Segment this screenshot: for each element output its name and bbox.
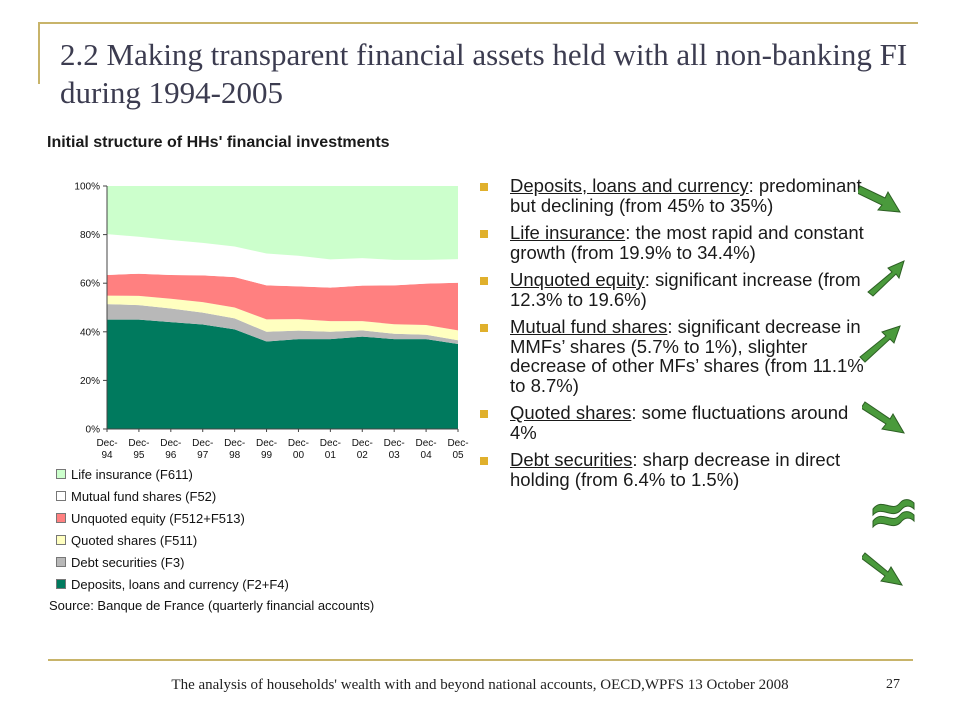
bullet-term: Quoted shares bbox=[510, 402, 632, 423]
bullet-item: Debt securities: sharp decrease in direc… bbox=[480, 450, 870, 489]
series-area bbox=[107, 234, 458, 288]
top-rule bbox=[38, 22, 918, 24]
legend-swatch bbox=[56, 469, 66, 479]
x-tick-label: 02 bbox=[357, 450, 369, 461]
legend-item: Deposits, loans and currency (F2+F4) bbox=[56, 573, 289, 595]
footer-rule bbox=[48, 659, 913, 661]
x-tick-label: 05 bbox=[452, 450, 464, 461]
bullet-item: Mutual fund shares: significant decrease… bbox=[480, 317, 870, 395]
bullet-text: : sharp decrease in direct holding (from… bbox=[510, 449, 841, 490]
x-tick-label: 04 bbox=[421, 450, 433, 461]
x-tick-label: Dec- bbox=[128, 438, 149, 449]
y-tick-label: 100% bbox=[74, 182, 100, 193]
arrow-up-right-icon bbox=[867, 260, 905, 297]
x-tick-label: 99 bbox=[261, 450, 273, 461]
x-tick-label: 03 bbox=[389, 450, 401, 461]
x-tick-label: Dec- bbox=[160, 438, 181, 449]
bullet-item: Deposits, loans and currency: predominan… bbox=[480, 176, 870, 215]
x-tick-label: 97 bbox=[197, 450, 209, 461]
x-tick-label: 96 bbox=[165, 450, 177, 461]
legend-label: Debt securities (F3) bbox=[71, 554, 185, 570]
chart-source: Source: Banque de France (quarterly fina… bbox=[49, 598, 375, 613]
legend-label: Deposits, loans and currency (F2+F4) bbox=[71, 576, 289, 592]
bullet-term: Unquoted equity bbox=[510, 269, 645, 290]
footer-text: The analysis of households' wealth with … bbox=[171, 677, 789, 693]
x-tick-label: 01 bbox=[325, 450, 337, 461]
bullet-text: : the most rapid and constant growth (fr… bbox=[510, 222, 864, 263]
bullet-text: : significant increase (from 12.3% to 19… bbox=[510, 269, 861, 310]
bullet-marker bbox=[480, 410, 488, 418]
legend-item: Mutual fund shares (F52) bbox=[56, 485, 289, 507]
y-tick-label: 40% bbox=[80, 327, 100, 338]
series-area bbox=[107, 295, 458, 341]
y-tick-label: 80% bbox=[80, 230, 100, 241]
x-tick-label: 94 bbox=[101, 450, 113, 461]
chart-legend: Life insurance (F611) Mutual fund shares … bbox=[56, 463, 289, 595]
x-tick-label: Dec- bbox=[192, 438, 213, 449]
bullet-text: : some fluctuations around 4% bbox=[510, 402, 849, 443]
legend-swatch bbox=[56, 491, 66, 501]
bullet-list: Deposits, loans and currency: predominan… bbox=[480, 176, 870, 497]
x-tick-label: Dec- bbox=[416, 438, 437, 449]
bullet-text: : significant decrease in MMFs’ shares (… bbox=[510, 316, 864, 396]
legend-item: Life insurance (F611) bbox=[56, 463, 289, 485]
bullet-term: Mutual fund shares bbox=[510, 316, 668, 337]
series-area bbox=[107, 273, 458, 331]
bullet-marker bbox=[480, 324, 488, 332]
legend-label: Quoted shares (F511) bbox=[71, 532, 198, 548]
bullet-item: Life insurance: the most rapid and const… bbox=[480, 223, 870, 262]
legend-swatch bbox=[56, 557, 66, 567]
arrow-down-right-icon bbox=[862, 552, 904, 586]
bullet-term: Deposits, loans and currency bbox=[510, 175, 749, 196]
series-area bbox=[107, 304, 458, 344]
fluctuation-tilde-icon bbox=[872, 499, 915, 529]
legend-item: Unquoted equity (F512+F513) bbox=[56, 507, 289, 529]
x-tick-label: Dec- bbox=[384, 438, 405, 449]
legend-swatch bbox=[56, 579, 66, 589]
legend-swatch bbox=[56, 513, 66, 523]
arrow-up-right-icon bbox=[859, 325, 901, 363]
y-tick-label: 60% bbox=[80, 279, 100, 290]
arrow-down-right-icon bbox=[862, 401, 905, 434]
legend-label: Unquoted equity (F512+F513) bbox=[71, 510, 245, 526]
bullet-text: : predominant but declining (from 45% to… bbox=[510, 175, 862, 216]
x-tick-label: Dec- bbox=[288, 438, 309, 449]
legend-label: Life insurance (F611) bbox=[71, 466, 193, 482]
y-tick-label: 20% bbox=[80, 376, 100, 387]
bullet-marker bbox=[480, 457, 488, 465]
bullet-term: Life insurance bbox=[510, 222, 626, 243]
bullet-marker bbox=[480, 277, 488, 285]
x-tick-label: Dec- bbox=[352, 438, 373, 449]
x-tick-label: Dec- bbox=[320, 438, 341, 449]
x-tick-label: Dec- bbox=[256, 438, 277, 449]
x-tick-label: Dec- bbox=[224, 438, 245, 449]
chart-title: Initial structure of HHs' financial inve… bbox=[47, 134, 390, 151]
legend-item: Quoted shares (F511) bbox=[56, 529, 289, 551]
bullet-item: Unquoted equity: significant increase (f… bbox=[480, 270, 870, 309]
legend-swatch bbox=[56, 535, 66, 545]
series-area bbox=[107, 186, 458, 260]
bullet-marker bbox=[480, 183, 488, 191]
legend-item: Debt securities (F3) bbox=[56, 551, 289, 573]
x-tick-label: Dec- bbox=[96, 438, 117, 449]
bullet-item: Quoted shares: some fluctuations around … bbox=[480, 403, 870, 442]
y-tick-label: 0% bbox=[86, 425, 101, 436]
x-tick-label: 95 bbox=[133, 450, 145, 461]
arrow-down-right-icon bbox=[858, 185, 901, 213]
bullet-term: Debt securities bbox=[510, 449, 633, 470]
stacked-area-chart: 0%20%40%60%80%100%Dec-94Dec-95Dec-96Dec-… bbox=[74, 182, 468, 462]
legend-label: Mutual fund shares (F52) bbox=[71, 488, 217, 504]
x-tick-label: 00 bbox=[293, 450, 305, 461]
left-rule bbox=[38, 22, 40, 84]
x-tick-label: 98 bbox=[229, 450, 241, 461]
slide-title: 2.2 Making transparent financial assets … bbox=[60, 37, 908, 110]
page-number: 27 bbox=[886, 677, 900, 692]
x-tick-label: Dec- bbox=[447, 438, 468, 449]
series-area bbox=[107, 319, 458, 429]
bullet-marker bbox=[480, 230, 488, 238]
